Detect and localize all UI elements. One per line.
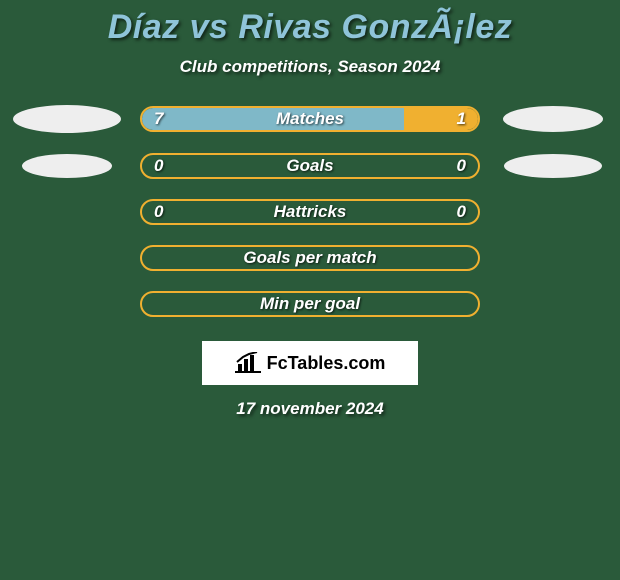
stat-row: 00Hattricks	[0, 199, 620, 225]
stats-container: 71Matches 00Goals 00Hattricks Goals per mat…	[0, 105, 620, 317]
stat-label: Goals per match	[142, 247, 478, 269]
page-subtitle: Club competitions, Season 2024	[0, 57, 620, 77]
stat-label: Hattricks	[142, 201, 478, 223]
stat-bar: 71Matches	[140, 106, 480, 132]
stat-row: 00Goals	[0, 153, 620, 179]
logo-text: FcTables.com	[267, 353, 386, 374]
player-left-ellipse	[13, 105, 121, 133]
bar-chart-icon	[235, 352, 261, 374]
stat-label: Matches	[142, 108, 478, 130]
logo-box: FcTables.com	[202, 341, 418, 385]
stat-label: Goals	[142, 155, 478, 177]
stat-row: Min per goal	[0, 291, 620, 317]
stat-bar: Min per goal	[140, 291, 480, 317]
page-title: Díaz vs Rivas GonzÃ¡lez	[0, 0, 620, 47]
stat-bar: Goals per match	[140, 245, 480, 271]
stat-label: Min per goal	[142, 293, 478, 315]
date-label: 17 november 2024	[0, 399, 620, 419]
stat-bar: 00Hattricks	[140, 199, 480, 225]
stat-row: 71Matches	[0, 105, 620, 133]
player-right-ellipse	[503, 106, 603, 132]
stat-bar: 00Goals	[140, 153, 480, 179]
stat-row: Goals per match	[0, 245, 620, 271]
player-right-ellipse	[504, 154, 602, 178]
player-left-ellipse	[22, 154, 112, 178]
